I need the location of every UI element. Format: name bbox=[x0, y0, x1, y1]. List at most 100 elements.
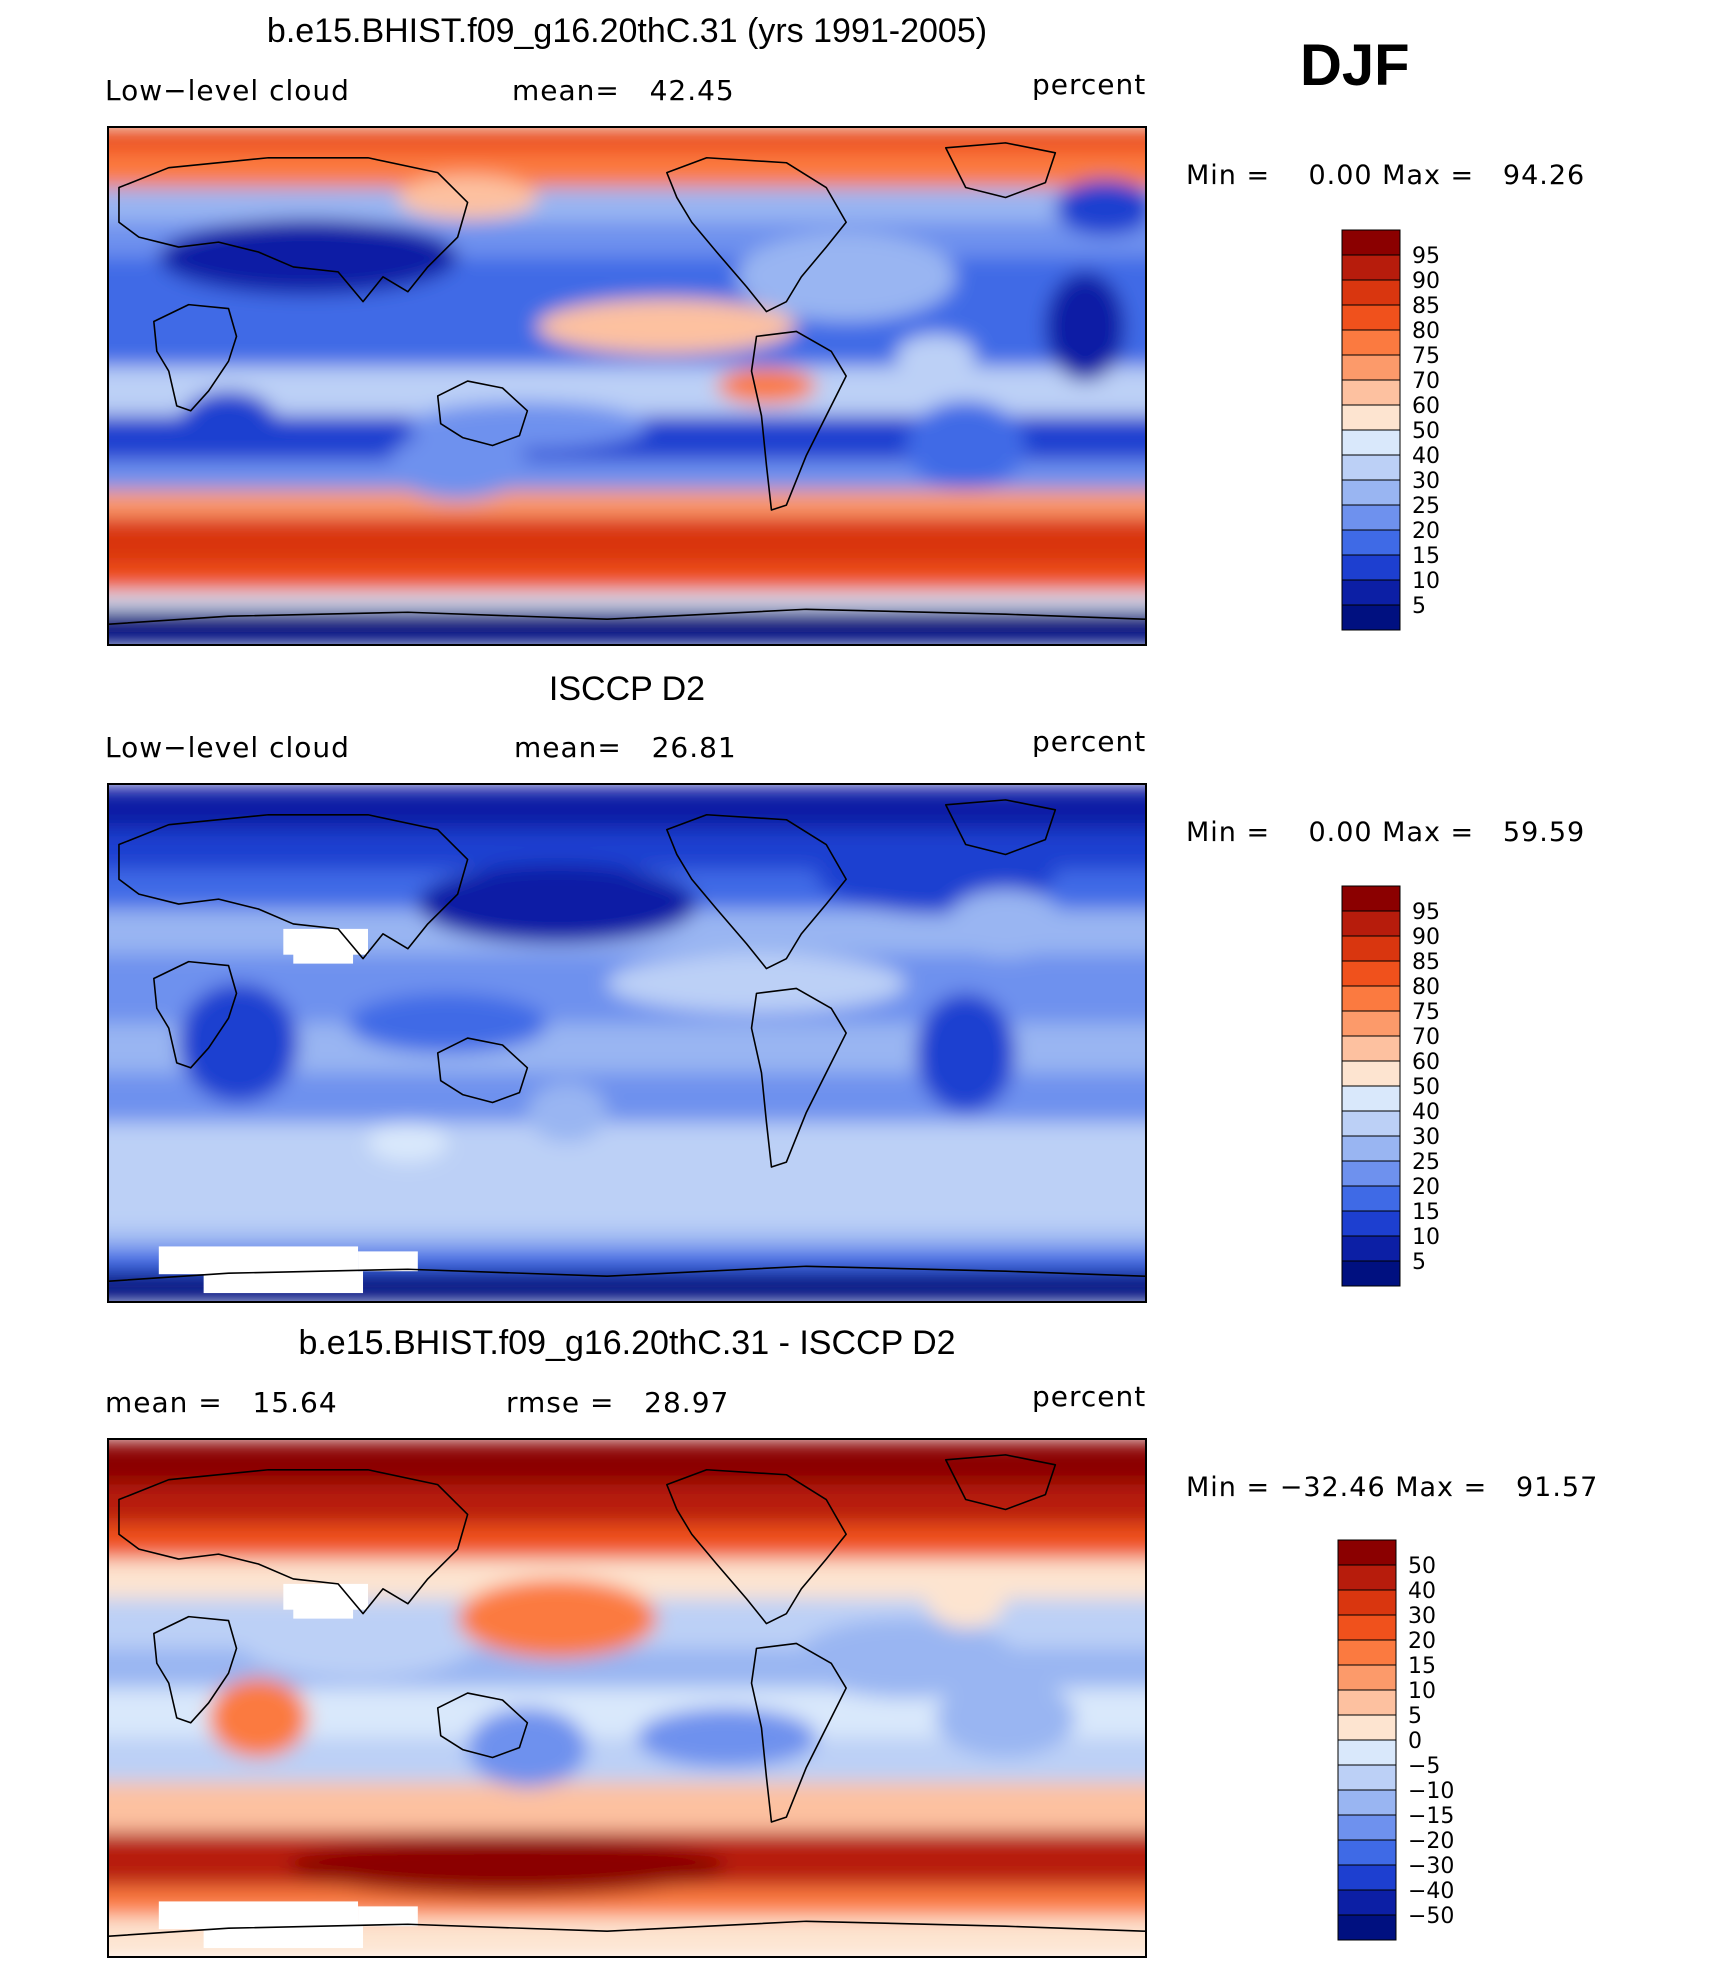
coastline-north-america bbox=[666, 156, 847, 313]
colorbar-tick-label: 75 bbox=[1412, 344, 1440, 369]
field-band bbox=[109, 785, 1145, 832]
colorbar-tick-label: 25 bbox=[1412, 494, 1440, 519]
coastline-greenland bbox=[944, 1454, 1057, 1511]
colorbar-tick-label: 50 bbox=[1412, 1075, 1440, 1100]
panel-1-units-label: percent bbox=[1032, 68, 1147, 101]
missing-data-mask bbox=[293, 951, 354, 964]
colorbar-swatch bbox=[1341, 479, 1401, 506]
field-blob bbox=[467, 1707, 588, 1788]
season-label: DJF bbox=[1300, 33, 1410, 98]
field-blob bbox=[238, 1598, 478, 1679]
colorbar-tick-label: 95 bbox=[1412, 244, 1440, 269]
missing-data-mask bbox=[293, 1606, 354, 1619]
field-blob bbox=[607, 953, 906, 1014]
colorbar-swatch bbox=[1341, 1010, 1401, 1037]
colorbar-swatch bbox=[1341, 1085, 1401, 1112]
colorbar-tick-label: 40 bbox=[1412, 444, 1440, 469]
colorbar-tick-label: −50 bbox=[1408, 1904, 1454, 1929]
colorbar-tick-label: 50 bbox=[1408, 1554, 1436, 1579]
colorbar-swatch bbox=[1341, 354, 1401, 381]
colorbar-tick-label: −20 bbox=[1408, 1829, 1454, 1854]
colorbar-swatch bbox=[1337, 1714, 1397, 1741]
panel-1-title: b.e15.BHIST.f09_g16.20thC.31 (yrs 1991-2… bbox=[266, 12, 988, 50]
field-blob bbox=[895, 334, 976, 379]
field-blob bbox=[417, 864, 697, 944]
field-band bbox=[109, 152, 1145, 190]
panel-2-mean-label: mean= 26.81 bbox=[514, 731, 737, 764]
panel-3-title: b.e15.BHIST.f09_g16.20thC.31 - ISCCP D2 bbox=[298, 1324, 956, 1362]
coastline-antarctica bbox=[109, 608, 1145, 625]
missing-data-mask bbox=[158, 1246, 359, 1275]
missing-data-mask bbox=[203, 1271, 364, 1294]
colorbar-tick-label: 30 bbox=[1412, 1125, 1440, 1150]
field-band bbox=[109, 1440, 1145, 1487]
coastline-australia bbox=[436, 1037, 529, 1104]
colorbar-swatch bbox=[1337, 1739, 1397, 1766]
coastline-south-america bbox=[750, 987, 847, 1168]
field-blob bbox=[1045, 271, 1126, 382]
coastline-greenland bbox=[944, 142, 1057, 199]
colorbar-swatch bbox=[1341, 1185, 1401, 1212]
colorbar-swatch bbox=[1337, 1689, 1397, 1716]
colorbar-tick-label: −15 bbox=[1408, 1804, 1454, 1829]
panel-3-mean-label: mean = 15.64 bbox=[105, 1386, 338, 1419]
colorbar-tick-label: 25 bbox=[1412, 1150, 1440, 1175]
panel-1-mean-label: mean= 42.45 bbox=[512, 74, 735, 107]
colorbar-swatch bbox=[1341, 529, 1401, 556]
colorbar-swatch bbox=[1341, 935, 1401, 962]
colorbar-swatch bbox=[1341, 379, 1401, 406]
colorbar-tick-label: −10 bbox=[1408, 1779, 1454, 1804]
coastline-eurasia bbox=[118, 156, 469, 303]
colorbar-tick-label: 15 bbox=[1408, 1654, 1436, 1679]
panel-3-rmse-label: rmse = 28.97 bbox=[506, 1386, 730, 1419]
colorbar-swatch bbox=[1341, 604, 1401, 631]
colorbar-swatch bbox=[1337, 1889, 1397, 1916]
field-blob bbox=[636, 1707, 817, 1768]
colorbar-swatch bbox=[1341, 1110, 1401, 1137]
colorbar-swatch bbox=[1341, 404, 1401, 431]
field-blob bbox=[158, 219, 458, 295]
coastline-africa bbox=[153, 960, 238, 1069]
colorbar-swatch bbox=[1341, 279, 1401, 306]
coastline-greenland bbox=[944, 799, 1057, 856]
coastline-australia bbox=[436, 1692, 529, 1759]
colorbar-tick-label: 95 bbox=[1412, 900, 1440, 925]
colorbar-tick-label: 20 bbox=[1412, 1175, 1440, 1200]
colorbar-swatch bbox=[1341, 229, 1401, 256]
field-band bbox=[109, 592, 1145, 612]
field-blob bbox=[915, 993, 1016, 1113]
colorbar-swatch bbox=[1337, 1864, 1397, 1891]
panel-2-minmax: Min = 0.00 Max = 59.59 bbox=[1186, 817, 1586, 848]
colorbar-swatch bbox=[1341, 329, 1401, 356]
missing-data-mask bbox=[283, 1583, 368, 1610]
field-blob bbox=[935, 1678, 1076, 1758]
field-blob bbox=[537, 298, 797, 355]
field-blob bbox=[387, 430, 528, 501]
colorbar-swatch bbox=[1337, 1639, 1397, 1666]
coastline-africa bbox=[153, 303, 238, 412]
colorbar-swatch bbox=[1337, 1914, 1397, 1941]
panel-1-variable-label: Low−level cloud bbox=[105, 74, 350, 107]
colorbar-swatch bbox=[1341, 1135, 1401, 1162]
missing-data-mask bbox=[358, 1251, 418, 1272]
colorbar-swatch bbox=[1337, 1814, 1397, 1841]
colorbar-swatch bbox=[1337, 1839, 1397, 1866]
field-blob bbox=[178, 983, 299, 1103]
coastline-antarctica bbox=[109, 1265, 1145, 1282]
colorbar-tick-label: 30 bbox=[1412, 469, 1440, 494]
field-band bbox=[109, 128, 1145, 138]
colorbar-swatch bbox=[1341, 1235, 1401, 1262]
colorbar-tick-label: 85 bbox=[1412, 294, 1440, 319]
field-blob bbox=[796, 1618, 1016, 1698]
colorbar-tick-label: 70 bbox=[1412, 1025, 1440, 1050]
coastline-north-america bbox=[666, 1468, 847, 1625]
colorbar-swatch bbox=[1341, 504, 1401, 531]
panel-3-minmax: Min = −32.46 Max = 91.57 bbox=[1186, 1472, 1599, 1503]
field-band bbox=[109, 1782, 1145, 1834]
colorbar-swatch bbox=[1341, 1260, 1401, 1287]
colorbar-swatch bbox=[1341, 304, 1401, 331]
field-blob bbox=[208, 1678, 309, 1758]
panel-2-units-label: percent bbox=[1032, 725, 1147, 758]
field-band bbox=[109, 1181, 1145, 1234]
